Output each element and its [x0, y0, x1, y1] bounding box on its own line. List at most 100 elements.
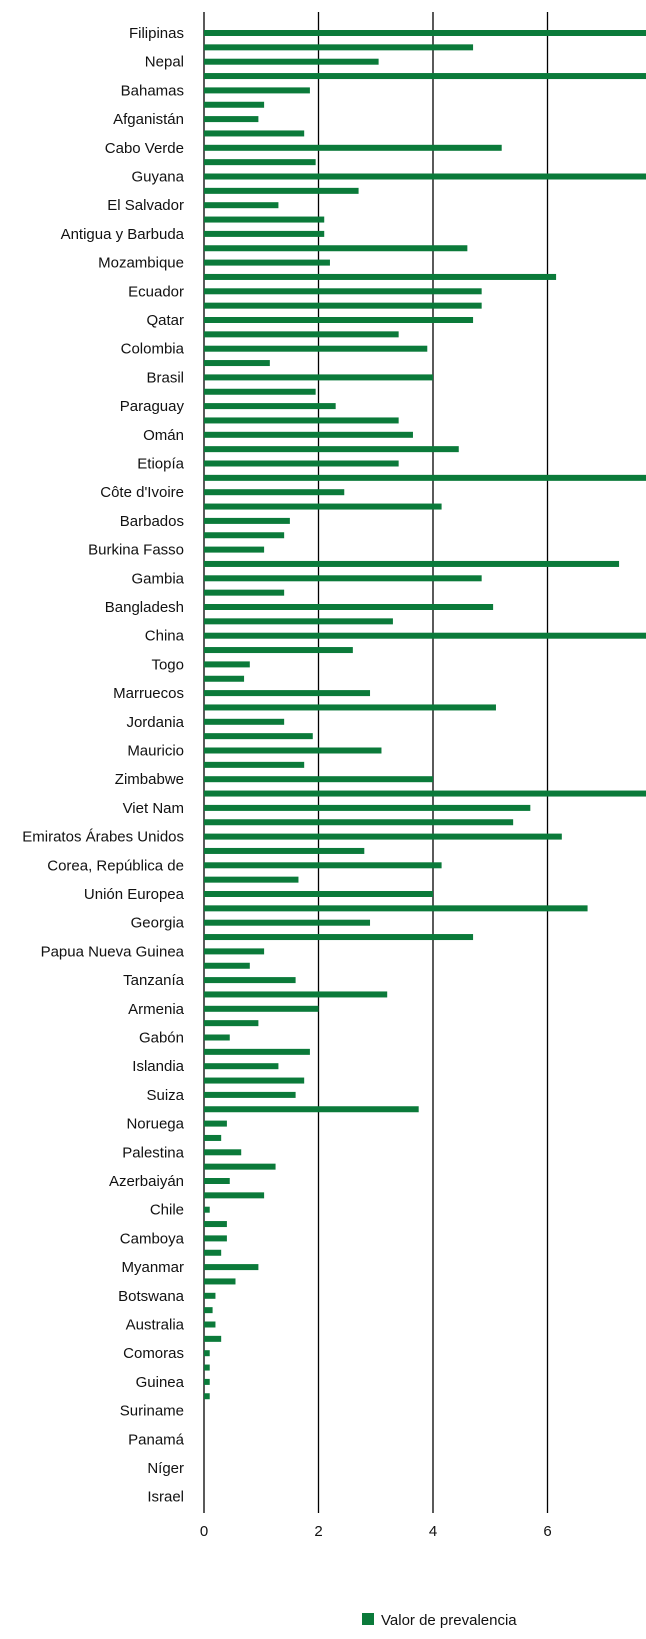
bar: [204, 1149, 242, 1156]
bar: [204, 589, 285, 596]
legend: Valor de prevalencia: [362, 1612, 517, 1629]
bar: [204, 618, 393, 625]
category-label: Marruecos: [113, 685, 184, 702]
bar: [204, 1034, 230, 1041]
bar: [204, 159, 316, 166]
bar: [204, 1235, 227, 1242]
category-label: Botswana: [118, 1288, 185, 1305]
bar: [204, 661, 250, 668]
bar: [204, 718, 285, 725]
bar: [204, 73, 646, 80]
bar: [204, 1005, 319, 1012]
bar: [204, 819, 514, 826]
category-label: Nepal: [145, 54, 184, 71]
category-label: Mozambique: [98, 255, 184, 272]
bar: [204, 1249, 222, 1256]
category-label: Tanzanía: [123, 972, 185, 989]
category-label: Colombia: [121, 341, 185, 358]
legend-label: Valor de prevalencia: [381, 1612, 517, 1629]
bar: [204, 675, 245, 682]
category-label: Israel: [147, 1489, 184, 1506]
category-label: Gabón: [139, 1030, 184, 1047]
bar: [204, 187, 359, 194]
bar: [204, 489, 345, 496]
category-label: Brasil: [146, 369, 184, 386]
x-tick-label: 0: [200, 1523, 208, 1540]
category-label: Australia: [126, 1317, 185, 1334]
category-label: Noruega: [126, 1116, 184, 1133]
bar: [204, 460, 399, 467]
bar: [204, 690, 371, 697]
bar: [204, 101, 265, 108]
category-label: Myanmar: [121, 1259, 184, 1276]
bar: [204, 747, 382, 754]
bar: [204, 1077, 305, 1084]
bar: [204, 1335, 222, 1342]
category-label: Guinea: [136, 1374, 185, 1391]
bar: [204, 790, 646, 797]
category-label: Bangladesh: [105, 599, 184, 616]
bar: [204, 1350, 210, 1357]
bar: [204, 517, 290, 524]
bar: [204, 317, 474, 323]
category-label: Gambia: [131, 570, 184, 587]
bar: [204, 1192, 265, 1199]
bar: [204, 417, 399, 424]
bar: [204, 876, 299, 883]
category-label: Côte d'Ivoire: [100, 484, 184, 501]
category-label: Papua Nueva Guinea: [41, 943, 185, 960]
category-label: Chile: [150, 1202, 184, 1219]
bar: [204, 388, 316, 395]
bar: [204, 1091, 296, 1098]
bars: [204, 30, 646, 1400]
category-label: Camboya: [120, 1230, 185, 1247]
x-tick-label: 4: [429, 1523, 437, 1540]
category-label: Qatar: [146, 312, 184, 329]
bar: [204, 1378, 210, 1385]
bar: [204, 532, 285, 539]
category-label: Togo: [151, 656, 184, 673]
bar: [204, 991, 388, 998]
bar: [204, 446, 459, 453]
category-label: Panamá: [128, 1431, 185, 1448]
bar: [204, 776, 433, 783]
category-label: El Salvador: [107, 197, 184, 214]
category-label: Emiratos Árabes Unidos: [22, 829, 184, 846]
category-label: Unión Europea: [84, 886, 185, 903]
bar: [204, 302, 482, 309]
category-label: Bahamas: [121, 82, 184, 99]
category-label: Comoras: [123, 1345, 184, 1362]
category-label: Etiopía: [137, 456, 184, 473]
bar: [204, 230, 325, 237]
bar: [204, 804, 531, 811]
bar: [204, 474, 646, 481]
category-label: Guyana: [131, 169, 184, 186]
category-label: Palestina: [122, 1144, 184, 1161]
bar: [204, 934, 474, 941]
bar: [204, 30, 646, 36]
bar: [204, 704, 496, 711]
category-label: Viet Nam: [123, 800, 184, 817]
bar: [204, 130, 305, 137]
category-label: Armenia: [128, 1001, 185, 1018]
bar: [204, 503, 442, 510]
category-label: Mauricio: [127, 743, 184, 760]
category-label: China: [145, 628, 185, 645]
bar: [204, 560, 620, 567]
category-label: Islandia: [132, 1058, 184, 1075]
bar: [204, 948, 265, 955]
bar: [204, 647, 353, 654]
category-label: Azerbaiyán: [109, 1173, 184, 1190]
bar: [204, 1364, 210, 1371]
bar: [204, 1134, 222, 1141]
category-label: Barbados: [120, 513, 184, 530]
category-label: Suiza: [146, 1087, 184, 1104]
bar: [204, 1221, 227, 1228]
bar: [204, 87, 310, 94]
x-axis-ticks: 02468101214: [200, 1523, 552, 1540]
category-label: Níger: [147, 1460, 184, 1477]
bar: [204, 919, 371, 926]
bar: [204, 962, 250, 969]
bar: [204, 1120, 227, 1127]
